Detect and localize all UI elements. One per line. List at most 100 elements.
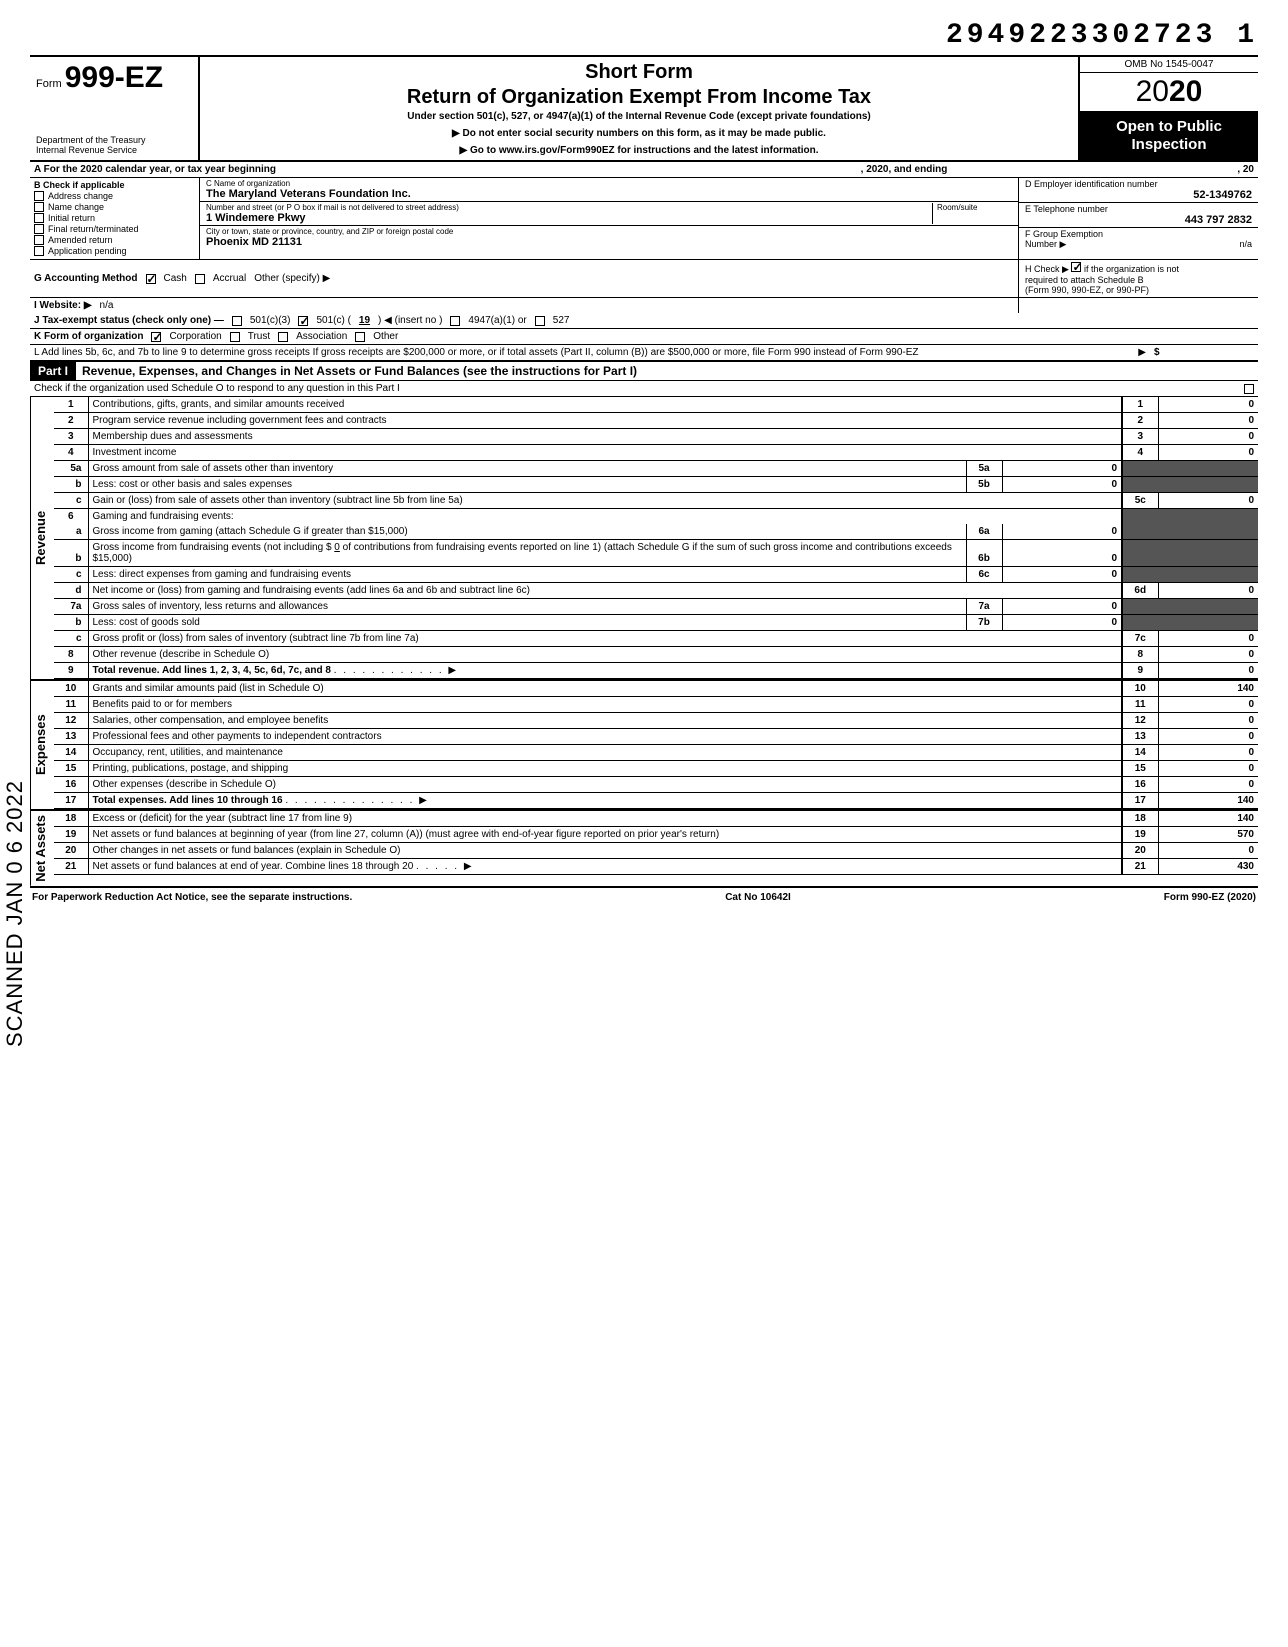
form-title: Return of Organization Exempt From Incom… <box>208 86 1070 109</box>
chk-final-return[interactable] <box>34 224 44 234</box>
chk-amended-return[interactable] <box>34 235 44 245</box>
line-16-col: 16 <box>1122 777 1158 793</box>
line-19-col: 19 <box>1122 827 1158 843</box>
line-16-desc: Other expenses (describe in Schedule O) <box>88 777 1122 793</box>
chk-trust[interactable] <box>230 332 240 342</box>
expenses-table: 10Grants and similar amounts paid (list … <box>54 681 1258 809</box>
short-form-label: Short Form <box>208 61 1070 84</box>
chk-527[interactable] <box>535 316 545 326</box>
line-6-desc: Gaming and fundraising events: <box>88 509 1122 525</box>
line-8-val: 0 <box>1158 647 1258 663</box>
line-1-no: 1 <box>54 397 88 413</box>
line-6b-sublbl: 6b <box>966 540 1002 567</box>
line-5b-sublbl: 5b <box>966 477 1002 493</box>
chk-501c3[interactable] <box>232 316 242 326</box>
lbl-insert-no: ) ◀ (insert no ) <box>378 315 442 326</box>
line-19-desc: Net assets or fund balances at beginning… <box>88 827 1122 843</box>
line-6a-subval: 0 <box>1002 524 1122 540</box>
chk-association[interactable] <box>278 332 288 342</box>
line-5b-desc: Less: cost or other basis and sales expe… <box>88 477 966 493</box>
phone-value: 443 797 2832 <box>1025 214 1252 226</box>
line-11-no: 11 <box>54 697 88 713</box>
line-5b-subval: 0 <box>1002 477 1122 493</box>
row-a-tax-year: A For the 2020 calendar year, or tax yea… <box>30 162 1258 178</box>
line-6-shade <box>1122 509 1258 525</box>
schedule-o-check-text: Check if the organization used Schedule … <box>34 383 1236 394</box>
h-text2: if the organization is not <box>1084 264 1179 274</box>
lbl-name-change: Name change <box>48 202 104 212</box>
l-arrow: ▶ <box>1138 347 1146 358</box>
line-3-desc: Membership dues and assessments <box>88 429 1122 445</box>
chk-4947a1[interactable] <box>450 316 460 326</box>
lbl-corporation: Corporation <box>169 331 221 342</box>
line-5a-subval: 0 <box>1002 461 1122 477</box>
chk-accrual[interactable] <box>195 274 205 284</box>
line-10-desc: Grants and similar amounts paid (list in… <box>88 681 1122 697</box>
line-9-desc: Total revenue. Add lines 1, 2, 3, 4, 5c,… <box>93 665 331 676</box>
line-7a-desc: Gross sales of inventory, less returns a… <box>88 599 966 615</box>
chk-application-pending[interactable] <box>34 246 44 256</box>
line-10-no: 10 <box>54 681 88 697</box>
chk-other-org[interactable] <box>355 332 365 342</box>
line-9-col: 9 <box>1122 663 1158 679</box>
line-17-desc: Total expenses. Add lines 10 through 16 <box>93 795 283 806</box>
scanned-stamp: SCANNED JAN 0 6 2022 <box>2 780 28 1047</box>
h-text4: (Form 990, 990-EZ, or 990-PF) <box>1025 285 1149 295</box>
line-7b-shade <box>1122 615 1258 631</box>
row-i-website: I Website: ▶ n/a <box>30 298 1258 313</box>
chk-schedule-o[interactable] <box>1244 384 1254 394</box>
line-8-no: 8 <box>54 647 88 663</box>
chk-501c[interactable] <box>298 316 308 326</box>
line-10-col: 10 <box>1122 681 1158 697</box>
line-5b-shade <box>1122 477 1258 493</box>
chk-corporation[interactable] <box>151 332 161 342</box>
h-text3: required to attach Schedule B <box>1025 275 1144 285</box>
line-20-desc: Other changes in net assets or fund bala… <box>88 843 1122 859</box>
e-phone-label: E Telephone number <box>1025 204 1252 214</box>
revenue-section: Revenue 1Contributions, gifts, grants, a… <box>30 397 1258 681</box>
line-6d-no: d <box>54 583 88 599</box>
chk-address-change[interactable] <box>34 191 44 201</box>
lbl-application-pending: Application pending <box>48 246 127 256</box>
line-6c-desc: Less: direct expenses from gaming and fu… <box>88 567 966 583</box>
l-dollar: $ <box>1154 347 1254 358</box>
line-18-desc: Excess or (deficit) for the year (subtra… <box>88 811 1122 827</box>
chk-initial-return[interactable] <box>34 213 44 223</box>
line-7c-col: 7c <box>1122 631 1158 647</box>
h-continued <box>1018 298 1258 313</box>
c-addr-label: Number and street (or P O box if mail is… <box>206 203 932 212</box>
line-1-desc: Contributions, gifts, grants, and simila… <box>88 397 1122 413</box>
open-to-public: Open to Public <box>1084 118 1254 136</box>
line-2-val: 0 <box>1158 413 1258 429</box>
line-6a-desc: Gross income from gaming (attach Schedul… <box>88 524 966 540</box>
dept-irs: Internal Revenue Service <box>36 146 192 156</box>
expenses-section: Expenses 10Grants and similar amounts pa… <box>30 681 1258 811</box>
row-a-right: , 20 <box>1054 164 1254 175</box>
group-exemption-value: n/a <box>1239 239 1252 250</box>
form-subtitle: Under section 501(c), 527, or 4947(a)(1)… <box>208 111 1070 122</box>
ein-value: 52-1349762 <box>1025 189 1252 201</box>
lbl-4947a1: 4947(a)(1) or <box>468 315 526 326</box>
line-6-no: 6 <box>54 509 88 525</box>
501c-insert-no: 19 <box>359 315 370 326</box>
line-13-val: 0 <box>1158 729 1258 745</box>
line-4-no: 4 <box>54 445 88 461</box>
form-number-big: 999-EZ <box>65 61 163 94</box>
lbl-final-return: Final return/terminated <box>48 224 139 234</box>
line-7b-no: b <box>54 615 88 631</box>
lbl-amended-return: Amended return <box>48 235 113 245</box>
line-11-val: 0 <box>1158 697 1258 713</box>
lbl-other-org: Other <box>373 331 398 342</box>
line-4-col: 4 <box>1122 445 1158 461</box>
line-5c-desc: Gain or (loss) from sale of assets other… <box>88 493 1122 509</box>
line-8-desc: Other revenue (describe in Schedule O) <box>88 647 1122 663</box>
line-19-no: 19 <box>54 827 88 843</box>
line-12-desc: Salaries, other compensation, and employ… <box>88 713 1122 729</box>
chk-schedule-b[interactable] <box>1071 262 1081 272</box>
line-7b-desc: Less: cost of goods sold <box>88 615 966 631</box>
c-name-label: C Name of organization <box>206 179 1012 188</box>
chk-cash[interactable] <box>146 274 156 284</box>
chk-name-change[interactable] <box>34 202 44 212</box>
line-3-no: 3 <box>54 429 88 445</box>
row-j-tax-exempt: J Tax-exempt status (check only one) — 5… <box>30 313 1258 329</box>
